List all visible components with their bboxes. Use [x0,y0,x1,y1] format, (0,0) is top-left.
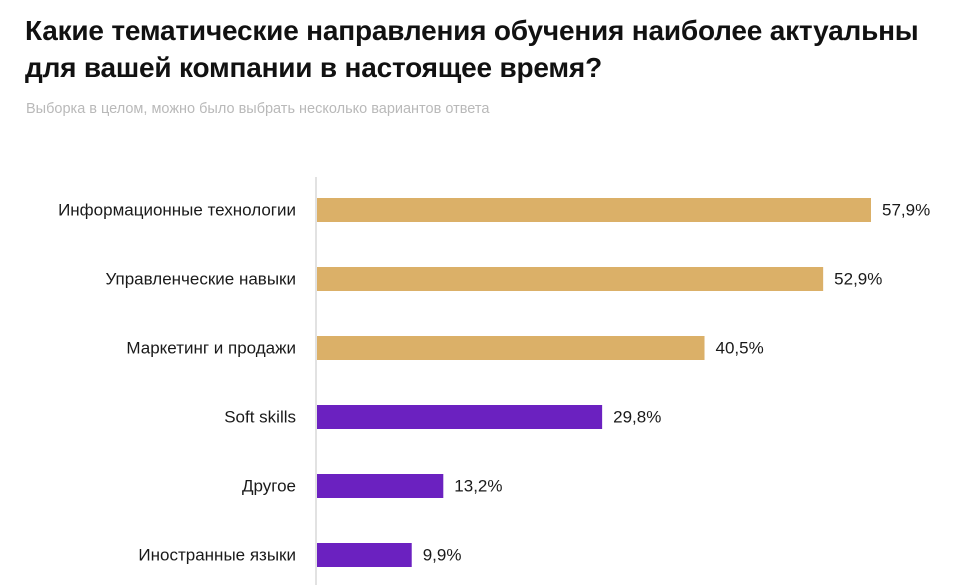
category-label: Управленческие навыки [105,270,296,289]
value-label: 13,2% [454,477,502,496]
bar [317,543,412,567]
category-label: Иностранные языки [138,546,296,565]
bar [317,336,705,360]
category-label: Soft skills [224,408,296,427]
bar [317,474,444,498]
category-label: Информационные технологии [58,201,296,220]
category-label: Другое [242,477,296,496]
category-label: Маркетинг и продажи [126,339,296,358]
chart-subtitle: Выборка в целом, можно было выбрать неск… [26,101,490,117]
value-label: 52,9% [834,270,882,289]
bar [317,267,824,291]
bar [317,198,871,222]
chart-title: Какие тематические направления обучения … [25,15,919,83]
value-label: 29,8% [613,408,661,427]
value-label: 40,5% [716,339,764,358]
bar [317,405,603,429]
value-label: 57,9% [882,201,930,220]
value-label: 9,9% [423,546,462,565]
